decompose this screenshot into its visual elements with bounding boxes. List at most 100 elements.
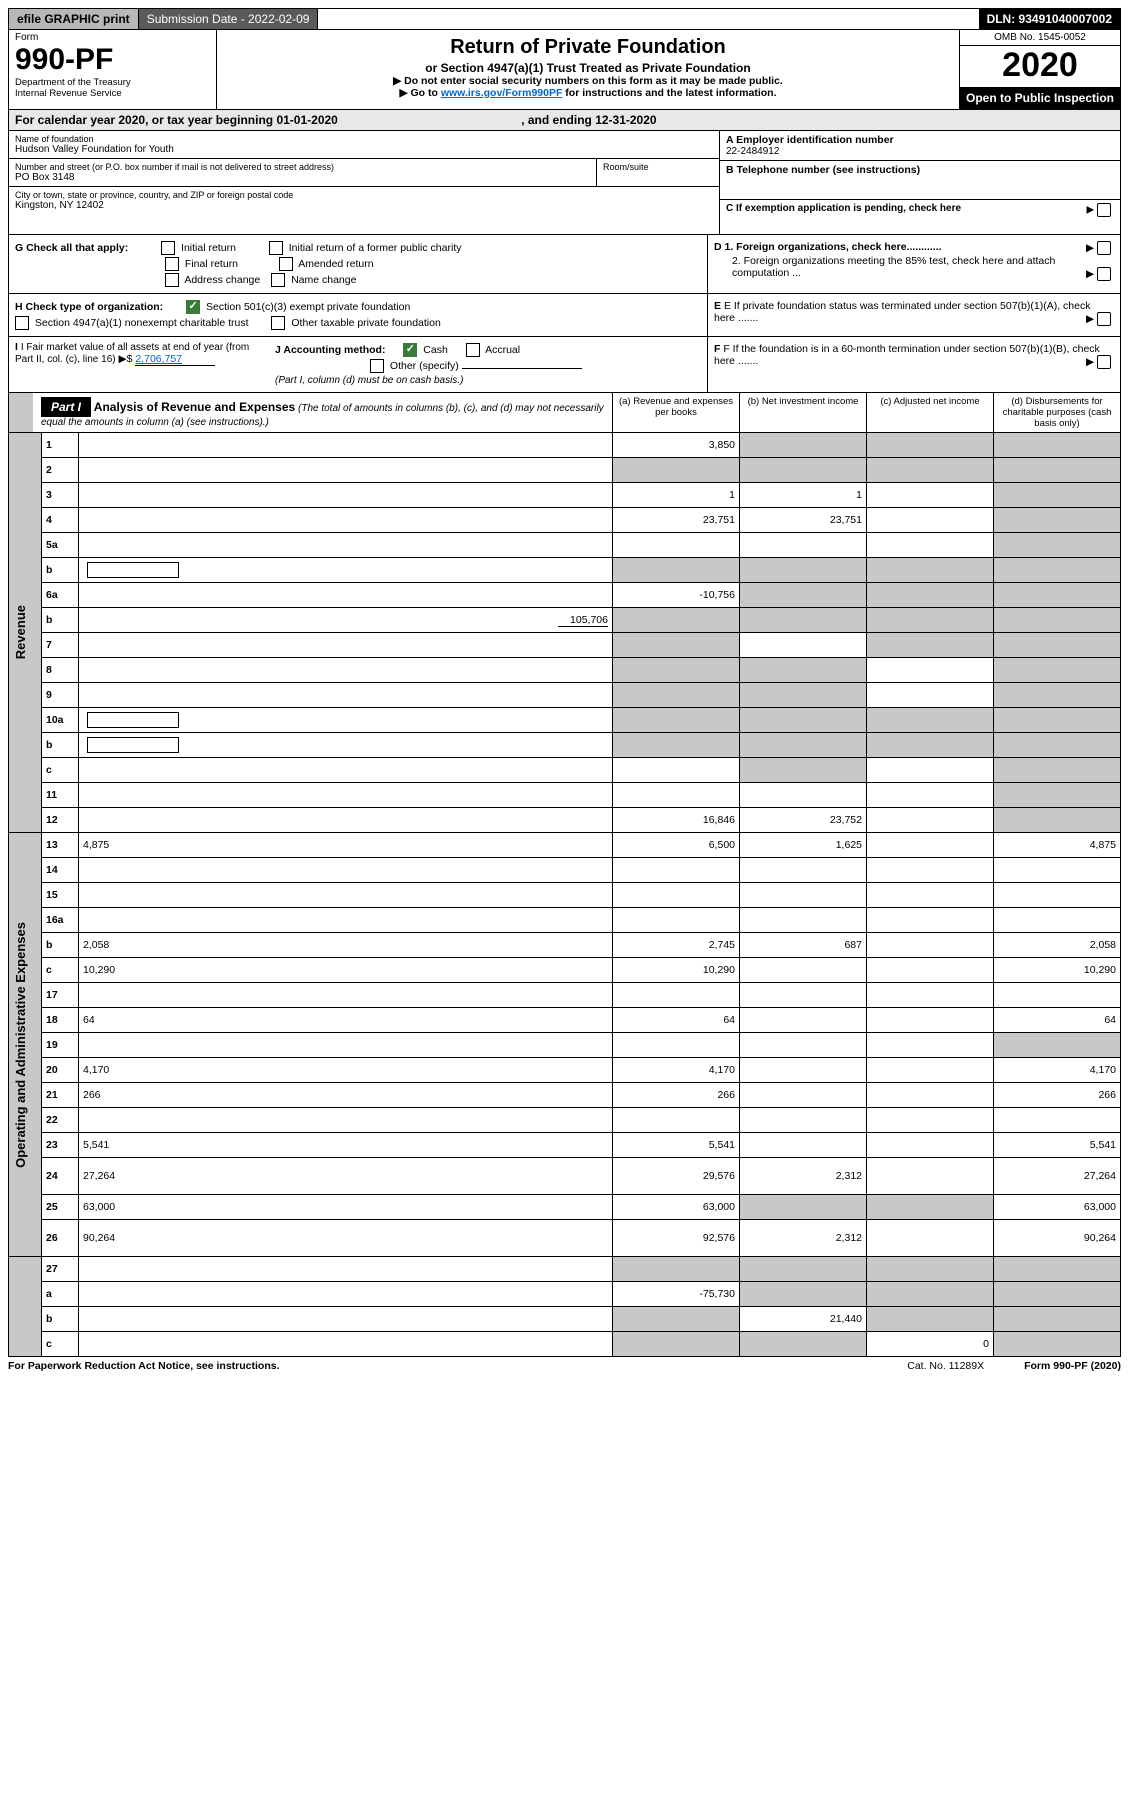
g-opt-amended: Amended return	[298, 258, 373, 270]
cell-c	[867, 958, 994, 983]
table-row: a-75,730	[9, 1282, 1121, 1307]
table-row: c0	[9, 1332, 1121, 1357]
g-address-checkbox[interactable]	[165, 273, 179, 287]
cell-b: 23,752	[740, 808, 867, 833]
cell-a: 92,576	[613, 1220, 740, 1257]
row-desc	[79, 683, 613, 708]
d2-label: 2. Foreign organizations meeting the 85%…	[732, 255, 1055, 279]
calyear-begin: 01-01-2020	[276, 113, 337, 127]
row-desc	[79, 783, 613, 808]
cell-c	[867, 858, 994, 883]
e-block: E E If private foundation status was ter…	[707, 294, 1120, 336]
f-checkbox[interactable]	[1097, 355, 1111, 369]
j-accrual-checkbox[interactable]	[466, 343, 480, 357]
row-number: 13	[42, 833, 79, 858]
cell-c	[867, 433, 994, 458]
row-number: 5a	[42, 533, 79, 558]
section-side-label: Revenue	[9, 433, 42, 833]
cell-a	[613, 858, 740, 883]
cell-a: -75,730	[613, 1282, 740, 1307]
cell-a	[613, 1307, 740, 1332]
row-number: 12	[42, 808, 79, 833]
form-number: 990-PF	[15, 43, 210, 77]
fmv-link[interactable]: 2,706,757	[135, 353, 215, 366]
h-501c3-checkbox[interactable]	[186, 300, 200, 314]
ein-value: 22-2484912	[726, 146, 1114, 157]
cell-a	[613, 458, 740, 483]
row-number: c	[42, 958, 79, 983]
cell-b	[740, 1058, 867, 1083]
g-name-checkbox[interactable]	[271, 273, 285, 287]
cell-c	[867, 658, 994, 683]
cell-d: 266	[994, 1083, 1121, 1108]
cell-a: 29,576	[613, 1158, 740, 1195]
e-checkbox[interactable]	[1097, 312, 1111, 326]
h-opt-501c3: Section 501(c)(3) exempt private foundat…	[206, 301, 410, 313]
g-amended-checkbox[interactable]	[279, 257, 293, 271]
row-number: 22	[42, 1108, 79, 1133]
g-block: G Check all that apply: Initial return I…	[15, 239, 707, 289]
table-row: b2,0582,7456872,058	[9, 933, 1121, 958]
cell-a: 16,846	[613, 808, 740, 833]
cell-c	[867, 1133, 994, 1158]
j-other-checkbox[interactable]	[370, 359, 384, 373]
j-cash: Cash	[423, 344, 448, 356]
form-year-block: OMB No. 1545-0052 2020 Open to Public In…	[959, 30, 1120, 109]
cell-b	[740, 1033, 867, 1058]
g-opt-final: Final return	[185, 258, 238, 270]
cell-b	[740, 958, 867, 983]
part1-header: Part I Analysis of Revenue and Expenses …	[8, 393, 1121, 433]
form990pf-link[interactable]: www.irs.gov/Form990PF	[441, 87, 563, 99]
note2-pre: ▶ Go to	[400, 87, 441, 99]
row-number: 7	[42, 633, 79, 658]
row-desc	[79, 1307, 613, 1332]
table-row: Revenue13,850	[9, 433, 1121, 458]
exemption-cell: C If exemption application is pending, c…	[720, 200, 1120, 234]
cell-c	[867, 558, 994, 583]
dept-treasury: Department of the Treasury	[15, 77, 210, 88]
h-opt-other: Other taxable private foundation	[291, 317, 440, 329]
cell-b: 2,312	[740, 1220, 867, 1257]
row-desc	[79, 758, 613, 783]
c-checkbox[interactable]	[1097, 203, 1111, 217]
table-row: 15	[9, 883, 1121, 908]
table-row: 11	[9, 783, 1121, 808]
d1-checkbox[interactable]	[1097, 241, 1111, 255]
cell-d: 63,000	[994, 1195, 1121, 1220]
cell-a: 64	[613, 1008, 740, 1033]
cell-a	[613, 883, 740, 908]
cell-a: 2,745	[613, 933, 740, 958]
row-desc	[79, 1332, 613, 1357]
h-label: H Check type of organization:	[15, 301, 163, 313]
g-initial-former-checkbox[interactable]	[269, 241, 283, 255]
table-row: b	[9, 558, 1121, 583]
row-desc: 266	[79, 1083, 613, 1108]
checks-g-d: G Check all that apply: Initial return I…	[8, 235, 1121, 294]
g-final-checkbox[interactable]	[165, 257, 179, 271]
g-initial-checkbox[interactable]	[161, 241, 175, 255]
cell-c	[867, 633, 994, 658]
cell-a	[613, 708, 740, 733]
cell-a	[613, 683, 740, 708]
c-label: C If exemption application is pending, c…	[726, 203, 961, 214]
cell-a	[613, 558, 740, 583]
cell-d	[994, 583, 1121, 608]
j-cash-checkbox[interactable]	[403, 343, 417, 357]
cell-d	[994, 1332, 1121, 1357]
g-label: G Check all that apply:	[15, 242, 128, 254]
calendar-year-row: For calendar year 2020, or tax year begi…	[8, 110, 1121, 131]
foundation-name: Hudson Valley Foundation for Youth	[15, 144, 713, 155]
row-desc	[79, 883, 613, 908]
h-other-checkbox[interactable]	[271, 316, 285, 330]
g-opt-address: Address change	[184, 274, 260, 286]
cell-a	[613, 983, 740, 1008]
submission-date: Submission Date - 2022-02-09	[139, 9, 319, 29]
d2-checkbox[interactable]	[1097, 267, 1111, 281]
calyear-end: 12-31-2020	[595, 113, 656, 127]
cell-c	[867, 508, 994, 533]
form-id-block: Form 990-PF Department of the Treasury I…	[9, 30, 217, 109]
col-b-head: (b) Net investment income	[739, 393, 866, 432]
row-desc	[79, 983, 613, 1008]
h-4947-checkbox[interactable]	[15, 316, 29, 330]
row-number: 4	[42, 508, 79, 533]
